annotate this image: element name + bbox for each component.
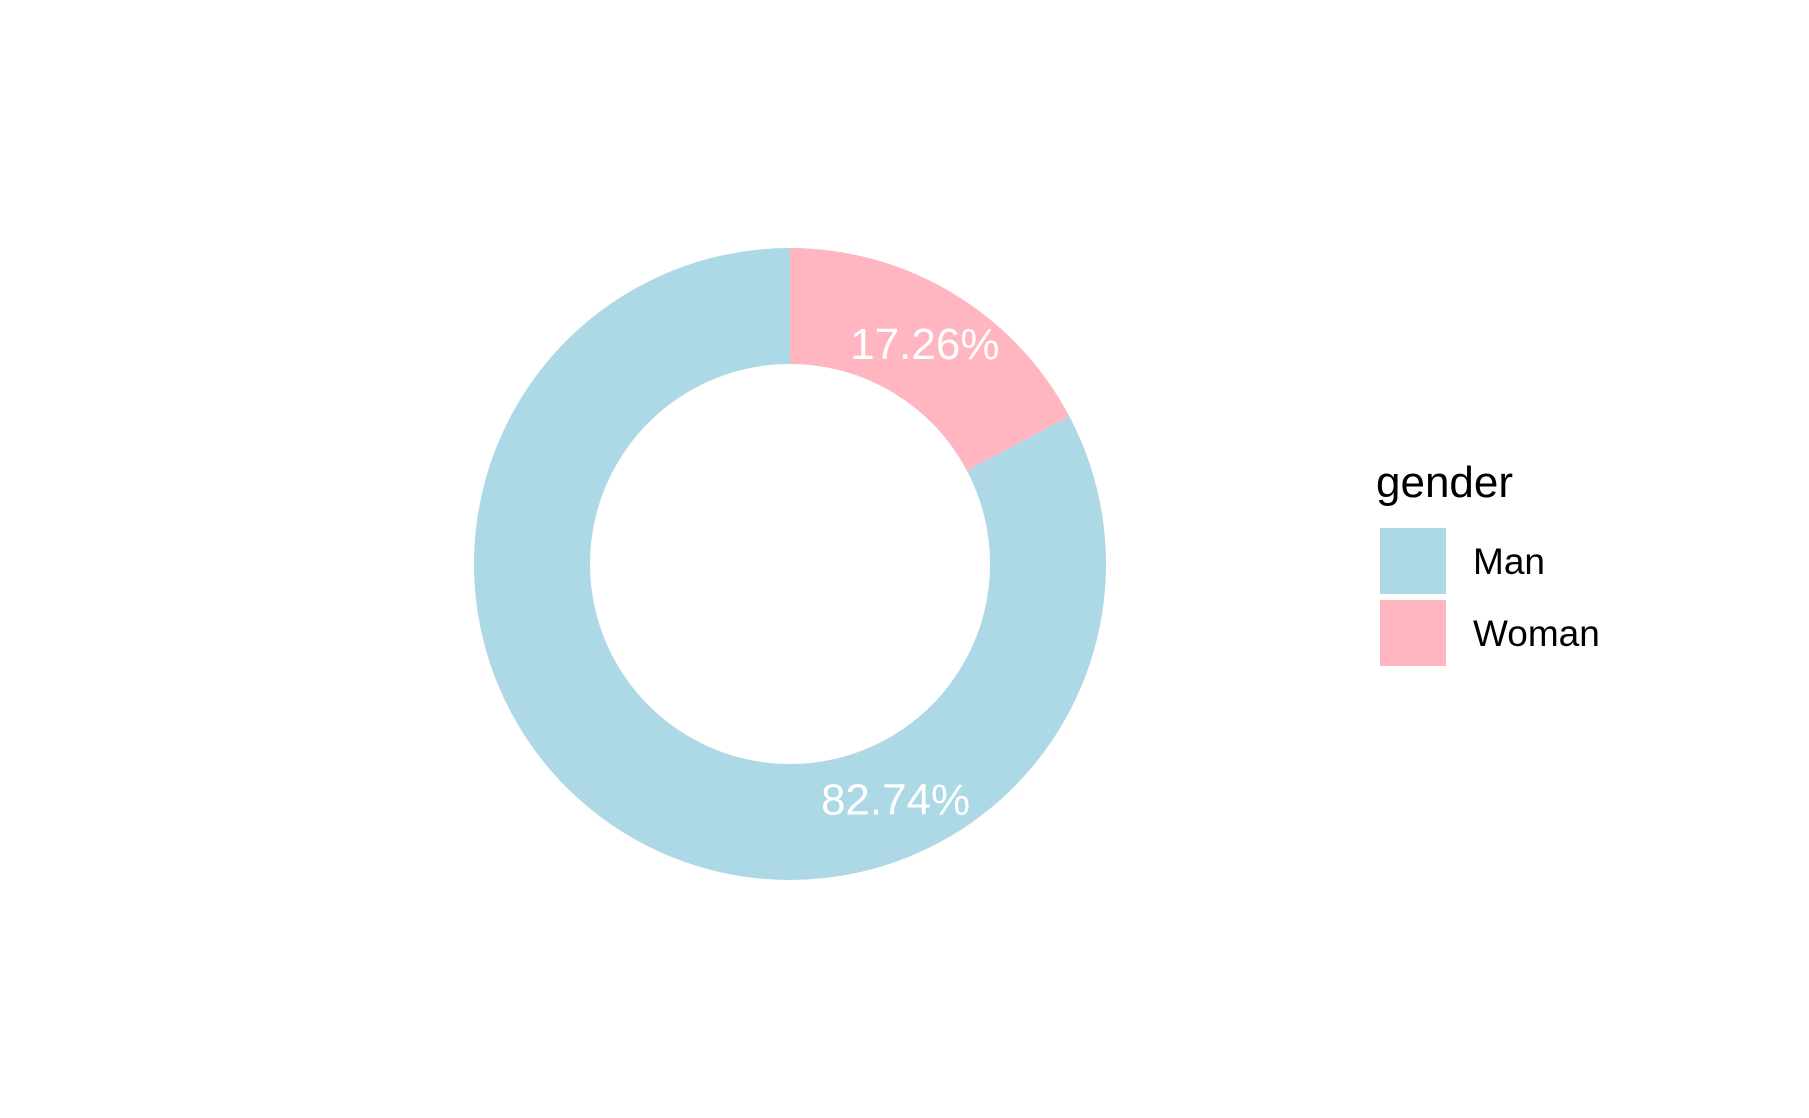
legend-label-man: Man (1473, 541, 1545, 582)
slice-woman (790, 247, 1070, 471)
donut-slices (474, 247, 1107, 880)
legend-label-woman: Woman (1473, 613, 1600, 654)
slice-label-man: 82.74% (821, 775, 970, 824)
legend: gender Man Woman (1376, 458, 1600, 666)
legend-key-woman (1380, 600, 1446, 666)
legend-items: Man Woman (1380, 528, 1600, 666)
slice-labels: 82.74% 17.26% (821, 320, 1000, 824)
slice-label-woman: 17.26% (850, 320, 999, 369)
legend-title: gender (1376, 458, 1513, 507)
slice-man (474, 248, 1107, 880)
legend-key-man (1380, 528, 1446, 594)
